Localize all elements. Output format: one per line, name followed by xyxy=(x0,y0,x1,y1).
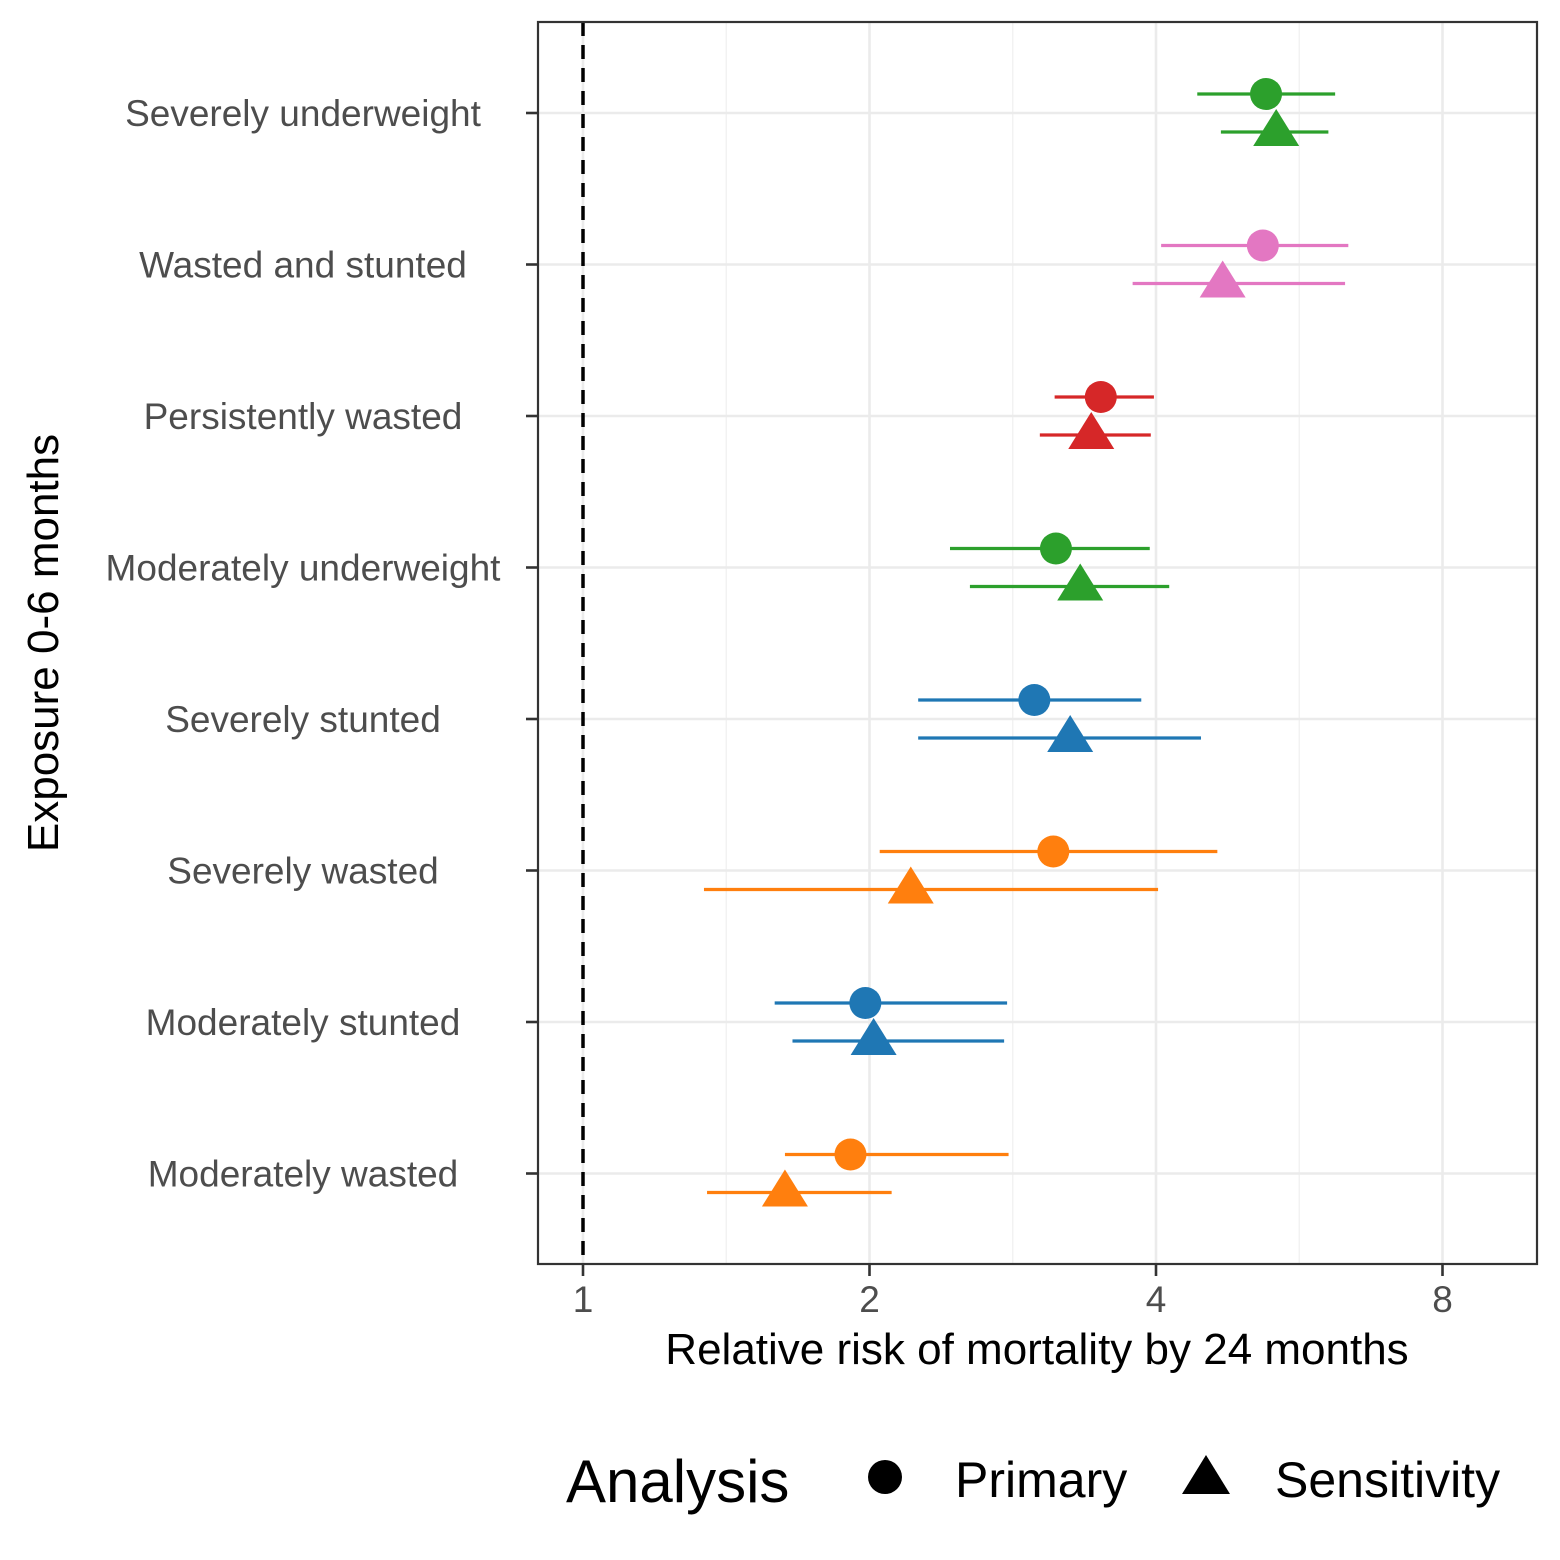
y-tick-label: Severely underweight xyxy=(125,93,482,134)
x-tick-label: 2 xyxy=(859,1279,880,1320)
y-tick-label: Persistently wasted xyxy=(144,396,463,437)
y-tick-label: Moderately wasted xyxy=(148,1154,459,1195)
panel-border xyxy=(536,20,1539,1266)
point-sensitivity xyxy=(850,1018,897,1055)
y-tick-label: Severely stunted xyxy=(165,699,441,740)
legend-label-sensitivity: Sensitivity xyxy=(1275,1452,1500,1508)
y-tick-label: Moderately stunted xyxy=(146,1002,461,1043)
data-marks xyxy=(703,78,1349,1207)
point-sensitivity xyxy=(761,1169,808,1207)
y-axis-title: Exposure 0-6 months xyxy=(19,434,68,852)
point-primary xyxy=(834,1138,867,1171)
point-primary xyxy=(1018,684,1051,716)
point-primary xyxy=(1246,229,1279,262)
point-sensitivity xyxy=(1057,563,1104,601)
point-sensitivity xyxy=(887,866,934,904)
point-sensitivity xyxy=(1199,260,1246,298)
point-sensitivity xyxy=(1253,109,1300,146)
point-sensitivity xyxy=(1047,715,1094,752)
x-tick-label: 4 xyxy=(1146,1279,1167,1320)
point-primary xyxy=(1037,835,1070,868)
legend-title: Analysis xyxy=(566,1448,789,1515)
point-primary xyxy=(1039,532,1072,565)
point-primary xyxy=(1084,381,1117,413)
panel-background xyxy=(538,22,1537,1264)
legend-circle-icon xyxy=(868,1460,902,1494)
point-sensitivity xyxy=(1068,412,1115,449)
y-tick-label: Moderately underweight xyxy=(106,548,502,589)
legend-triangle-icon xyxy=(1182,1455,1230,1494)
y-tick-label: Severely wasted xyxy=(167,851,438,892)
major-grid xyxy=(538,22,1537,1264)
point-primary xyxy=(849,987,882,1019)
x-axis-title: Relative risk of mortality by 24 months xyxy=(665,1325,1408,1374)
minor-grid xyxy=(725,22,1300,1264)
x-axis: 1 2 4 8 xyxy=(573,1264,1453,1320)
y-axis: Severely underweight Wasted and stunted Pe… xyxy=(106,93,538,1195)
legend: Analysis Primary Sensitivity xyxy=(566,1448,1500,1515)
y-tick-label: Wasted and stunted xyxy=(139,245,467,286)
legend-label-primary: Primary xyxy=(955,1452,1127,1508)
x-tick-label: 8 xyxy=(1432,1279,1453,1320)
x-tick-label: 1 xyxy=(573,1279,594,1320)
point-primary xyxy=(1250,78,1283,110)
